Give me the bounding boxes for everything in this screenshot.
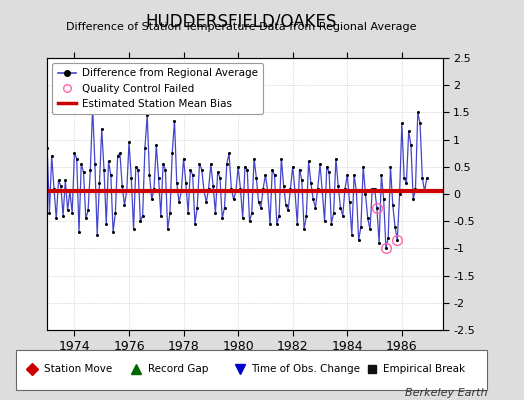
Text: Record Gap: Record Gap [148,364,208,374]
Legend: Difference from Regional Average, Quality Control Failed, Estimated Station Mean: Difference from Regional Average, Qualit… [52,63,263,114]
Text: HUDDERSFIELD/OAKES: HUDDERSFIELD/OAKES [145,12,337,30]
Text: Berkeley Earth: Berkeley Earth [405,388,487,398]
FancyBboxPatch shape [16,350,487,390]
Text: Station Move: Station Move [44,364,112,374]
Text: Difference of Station Temperature Data from Regional Average: Difference of Station Temperature Data f… [66,22,416,32]
Text: Empirical Break: Empirical Break [383,364,465,374]
Text: Time of Obs. Change: Time of Obs. Change [252,364,361,374]
